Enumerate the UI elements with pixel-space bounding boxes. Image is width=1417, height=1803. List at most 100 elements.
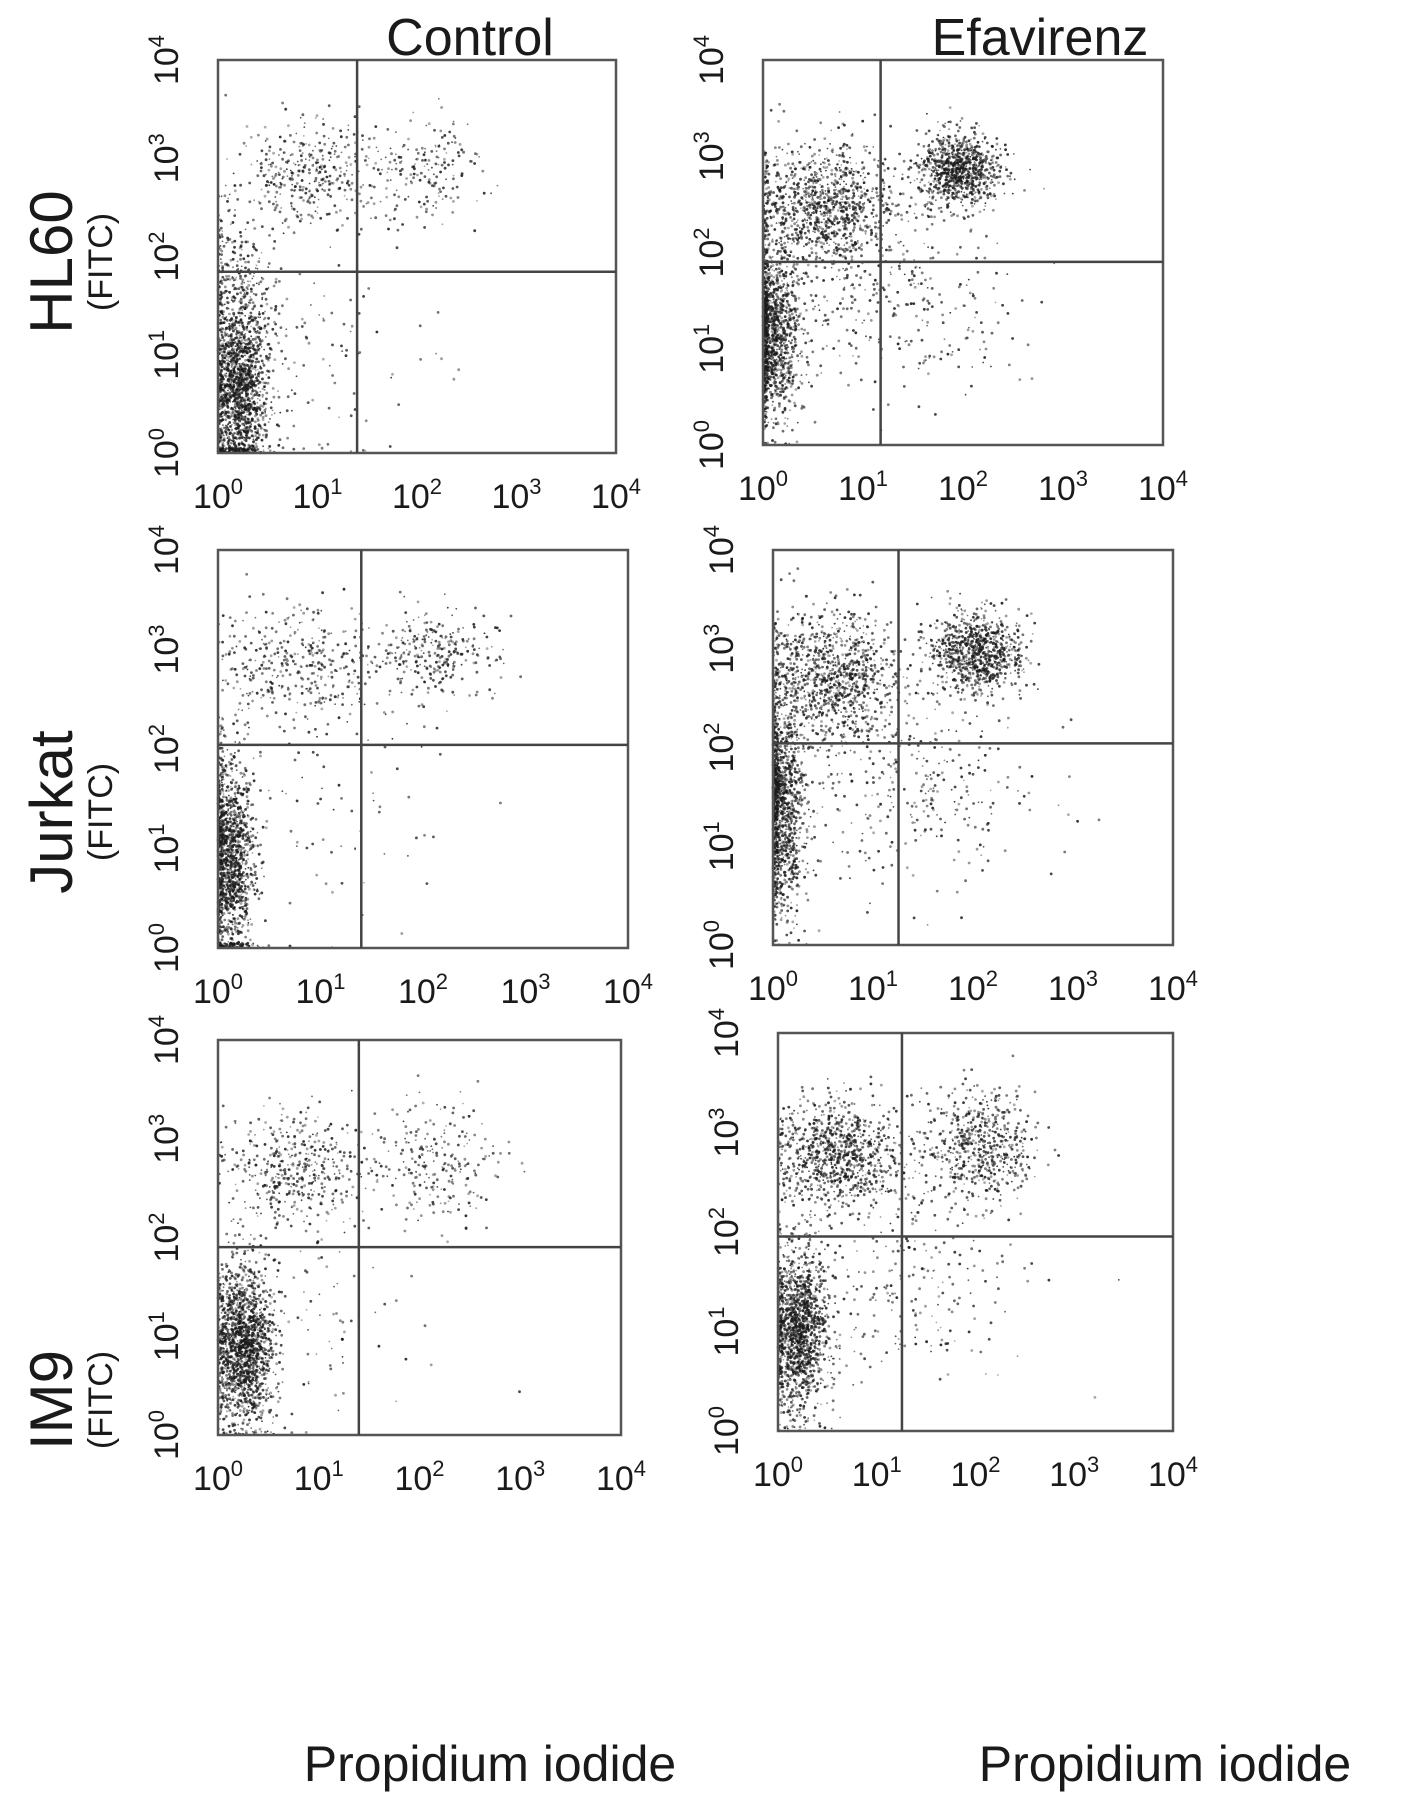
- data-point: [800, 167, 802, 170]
- data-point: [790, 186, 793, 190]
- data-point: [358, 192, 361, 196]
- data-point: [857, 264, 860, 268]
- data-point: [827, 249, 830, 253]
- data-point: [388, 445, 392, 448]
- data-point: [851, 188, 855, 192]
- data-point: [781, 356, 784, 360]
- data-point: [253, 330, 257, 333]
- data-point: [838, 160, 840, 162]
- data-point: [219, 293, 223, 297]
- data-point: [246, 322, 250, 326]
- data-point: [804, 182, 808, 186]
- data-point: [224, 395, 228, 398]
- data-point: [768, 255, 772, 259]
- data-point: [785, 193, 787, 196]
- data-point: [786, 265, 788, 268]
- data-point: [973, 196, 977, 199]
- data-point: [765, 332, 769, 336]
- data-point: [858, 201, 862, 204]
- data-point: [307, 341, 311, 345]
- data-point: [229, 223, 232, 226]
- data-point: [791, 202, 793, 205]
- data-point: [342, 322, 346, 326]
- data-point: [265, 429, 269, 433]
- data-point: [872, 146, 875, 148]
- data-point: [386, 179, 389, 182]
- data-point: [862, 206, 865, 210]
- data-point: [790, 366, 793, 369]
- data-point: [227, 363, 230, 365]
- data-point: [395, 246, 399, 250]
- data-point: [271, 369, 275, 373]
- data-point: [238, 357, 241, 360]
- data-point: [326, 193, 330, 197]
- data-point: [227, 344, 231, 348]
- data-point: [254, 434, 257, 438]
- data-point: [850, 200, 854, 204]
- data-point: [239, 297, 243, 301]
- data-point: [249, 311, 253, 315]
- data-point: [817, 229, 820, 233]
- data-point: [776, 295, 779, 298]
- data-point: [887, 196, 891, 200]
- data-point: [875, 214, 878, 218]
- data-point: [263, 318, 265, 321]
- data-point: [848, 250, 852, 253]
- data-point: [322, 134, 326, 138]
- data-point: [333, 153, 336, 156]
- data-point: [231, 240, 234, 244]
- data-point: [804, 341, 808, 345]
- data-point: [261, 387, 265, 391]
- data-point: [287, 124, 290, 128]
- data-point: [781, 429, 785, 433]
- data-point: [220, 419, 223, 422]
- data-point: [821, 185, 824, 189]
- data-point: [782, 205, 785, 209]
- data-point: [266, 343, 270, 346]
- data-point: [765, 187, 768, 191]
- data-point: [790, 360, 793, 363]
- data-point: [862, 181, 866, 185]
- data-point: [782, 274, 786, 277]
- data-point: [771, 268, 774, 271]
- data-point: [275, 190, 279, 194]
- data-point: [245, 391, 247, 393]
- data-point: [259, 280, 263, 284]
- data-point: [232, 315, 235, 318]
- data-point: [808, 166, 812, 169]
- data-point: [225, 332, 229, 336]
- data-point: [852, 246, 855, 250]
- data-point: [241, 331, 244, 333]
- data-point: [790, 312, 794, 316]
- data-point: [827, 198, 831, 201]
- data-point: [399, 173, 403, 176]
- data-point: [857, 214, 861, 218]
- data-point: [255, 357, 259, 361]
- data-point: [232, 436, 236, 440]
- data-point: [275, 423, 279, 427]
- data-point: [338, 166, 342, 170]
- data-point: [302, 199, 305, 202]
- data-point: [859, 174, 862, 177]
- data-point: [244, 363, 248, 367]
- data-point: [833, 223, 836, 226]
- data-point: [376, 168, 380, 172]
- data-point: [253, 425, 257, 428]
- data-point: [307, 143, 311, 147]
- data-point: [860, 254, 863, 258]
- data-point: [233, 414, 237, 418]
- data-point: [267, 163, 270, 166]
- data-point: [790, 224, 793, 228]
- data-point: [800, 277, 804, 280]
- data-point: [304, 158, 307, 161]
- data-point: [805, 221, 808, 224]
- data-point: [233, 443, 236, 446]
- data-point: [890, 266, 893, 269]
- x-tick-label-2: 102: [392, 474, 442, 516]
- data-point: [268, 346, 272, 350]
- data-point: [351, 173, 353, 176]
- data-point: [401, 223, 404, 226]
- data-point: [291, 409, 293, 412]
- data-point: [372, 136, 376, 140]
- data-point: [831, 222, 834, 225]
